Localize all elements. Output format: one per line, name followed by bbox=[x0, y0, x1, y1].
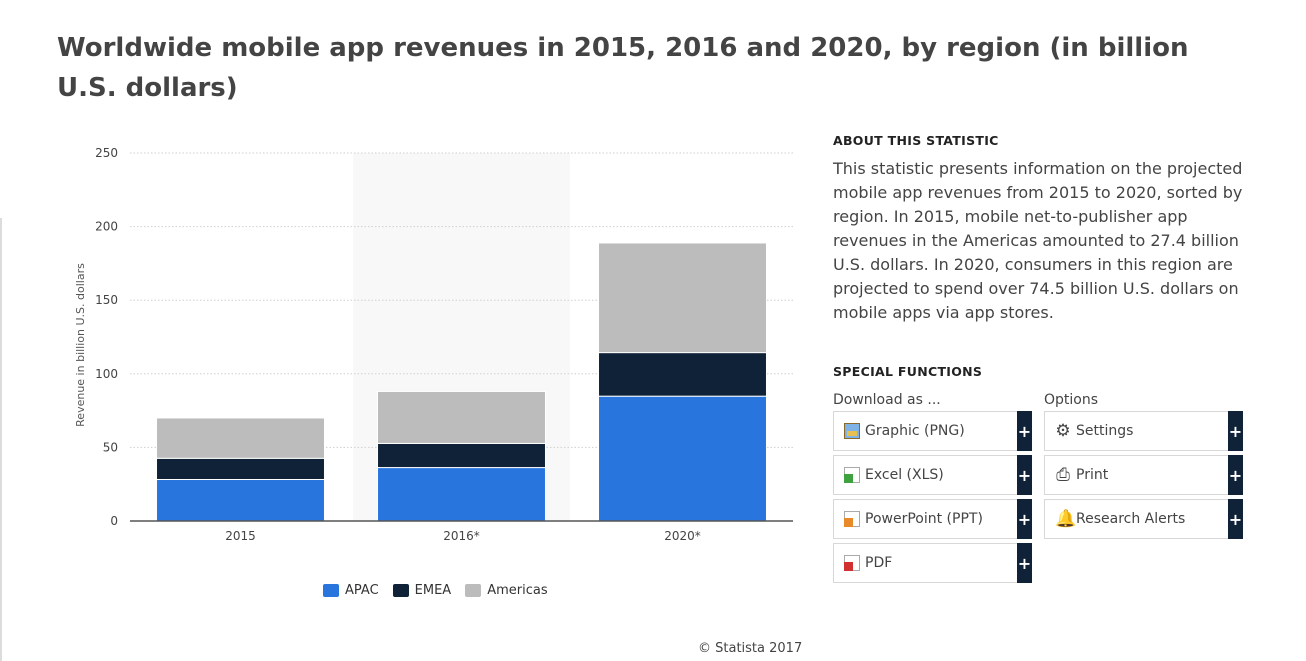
plus-icon: + bbox=[1228, 411, 1243, 451]
bar-apac-2016 bbox=[377, 467, 546, 522]
bar-emea-2016 bbox=[377, 442, 546, 469]
bar-americas-2020 bbox=[598, 242, 767, 354]
legend-label-emea: EMEA bbox=[414, 583, 452, 598]
left-divider bbox=[0, 218, 2, 661]
legend-swatch-apac bbox=[323, 584, 339, 597]
plus-icon: + bbox=[1017, 543, 1032, 583]
download-ppt-label: PowerPoint (PPT) bbox=[865, 511, 983, 527]
download-png-label: Graphic (PNG) bbox=[865, 423, 965, 439]
about-heading: ABOUT THIS STATISTIC bbox=[833, 133, 999, 148]
settings-button[interactable]: ⚙ Settings + bbox=[1044, 411, 1243, 451]
chart-legend: APAC EMEA Americas bbox=[323, 583, 548, 598]
download-pdf-label: PDF bbox=[865, 555, 893, 571]
print-button[interactable]: ⎙ Print + bbox=[1044, 455, 1243, 495]
plus-icon: + bbox=[1228, 455, 1243, 495]
y-tick-label: 100 bbox=[95, 367, 118, 381]
pdf-icon bbox=[844, 555, 860, 571]
bar-emea-2015 bbox=[156, 457, 325, 480]
y-tick-label: 200 bbox=[95, 220, 118, 234]
legend-swatch-americas bbox=[465, 584, 482, 597]
download-png-button[interactable]: Graphic (PNG) + bbox=[833, 411, 1032, 451]
download-pdf-button[interactable]: PDF + bbox=[833, 543, 1032, 583]
download-ppt-button[interactable]: PowerPoint (PPT) + bbox=[833, 499, 1032, 539]
about-section: ABOUT THIS STATISTIC This statistic pres… bbox=[833, 133, 1263, 325]
research-alerts-button[interactable]: 🔔 Research Alerts + bbox=[1044, 499, 1243, 539]
copyright-link[interactable]: © Statista 2017 bbox=[698, 641, 803, 656]
download-label: Download as ... bbox=[833, 392, 941, 408]
gear-icon: ⚙ bbox=[1055, 421, 1071, 441]
download-xls-button[interactable]: Excel (XLS) + bbox=[833, 455, 1032, 495]
y-tick-label: 250 bbox=[95, 146, 118, 160]
bar-americas-2016 bbox=[377, 390, 546, 444]
stacked-bar-chart: 0 50 100 150 200 250 2015 2016* 2020* Revenue in … bbox=[74, 146, 793, 543]
bar-apac-2020 bbox=[598, 395, 767, 522]
image-icon bbox=[844, 423, 860, 439]
printer-icon: ⎙ bbox=[1056, 465, 1070, 485]
plus-icon: + bbox=[1228, 499, 1243, 539]
print-label: Print bbox=[1076, 467, 1109, 483]
plus-icon: + bbox=[1017, 455, 1032, 495]
y-tick-label: 0 bbox=[110, 514, 118, 528]
x-tick-label: 2015 bbox=[225, 529, 256, 543]
bell-icon: 🔔 bbox=[1055, 509, 1077, 529]
excel-icon bbox=[844, 467, 860, 483]
options-label: Options bbox=[1044, 392, 1099, 408]
bar-americas-2015 bbox=[156, 417, 325, 459]
legend-item-emea[interactable]: EMEA bbox=[392, 583, 452, 598]
plus-icon: + bbox=[1017, 411, 1032, 451]
plus-icon: + bbox=[1017, 499, 1032, 539]
y-tick-label: 50 bbox=[103, 440, 118, 454]
legend-label-americas: Americas bbox=[487, 583, 548, 598]
research-alerts-label: Research Alerts bbox=[1076, 511, 1186, 527]
special-functions: SPECIAL FUNCTIONS Download as ... Option… bbox=[833, 364, 1253, 583]
special-functions-heading: SPECIAL FUNCTIONS bbox=[833, 364, 983, 379]
download-xls-label: Excel (XLS) bbox=[865, 467, 944, 483]
legend-item-apac[interactable]: APAC bbox=[323, 583, 379, 598]
page-title: Worldwide mobile app revenues in 2015, 2… bbox=[57, 33, 1189, 103]
powerpoint-icon bbox=[844, 511, 860, 527]
settings-label: Settings bbox=[1076, 423, 1134, 439]
x-tick-label: 2020* bbox=[664, 529, 701, 543]
legend-swatch-emea bbox=[392, 584, 409, 597]
about-text: This statistic presents information on t… bbox=[833, 159, 1243, 322]
legend-item-americas[interactable]: Americas bbox=[465, 583, 548, 598]
y-axis-label: Revenue in billion U.S. dollars bbox=[74, 263, 87, 427]
x-tick-label: 2016* bbox=[443, 529, 480, 543]
bar-emea-2020 bbox=[598, 352, 767, 397]
y-tick-label: 150 bbox=[95, 293, 118, 307]
bar-apac-2015 bbox=[156, 478, 325, 522]
legend-label-apac: APAC bbox=[345, 583, 379, 598]
